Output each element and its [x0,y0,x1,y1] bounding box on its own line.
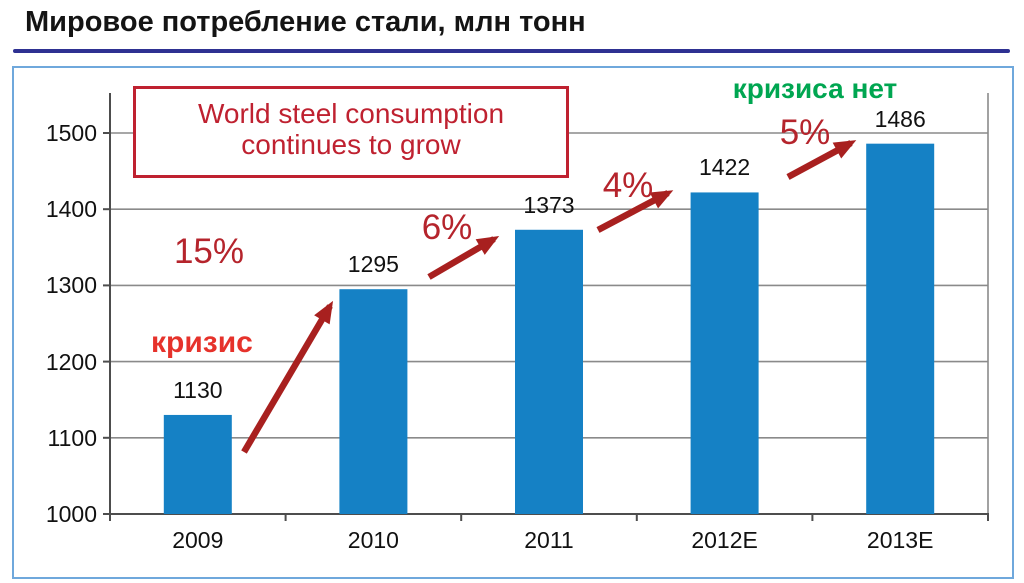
bar-value-label-1422: 1422 [699,154,751,181]
bar-2010 [339,289,408,514]
page-title: Мировое потребление стали, млн тонн [25,6,586,38]
x-axis-label-2010: 2010 [347,527,399,553]
growth-arrow-3 [596,190,674,233]
growth-label-2011-2012: 4% [602,166,654,205]
growth-label-2012-2013: 5% [779,113,831,152]
bar-2012E [690,192,759,514]
y-axis-label-1000: 1000 [45,501,97,527]
y-axis-label-1100: 1100 [47,424,97,451]
callout-line-2: continues to grow [241,129,461,160]
bar-value-label-1373: 1373 [523,191,575,218]
bar-value-label-1130: 1130 [173,376,223,403]
bar-2011 [515,229,583,515]
callout-box: World steel consumption continues to gro… [133,86,569,178]
bar-value-label-1295: 1295 [347,251,399,278]
y-axis-label-1500: 1500 [45,120,97,146]
crisis-label: кризис [151,326,253,359]
growth-arrow-4 [786,140,857,180]
growth-arrow-2 [427,235,500,280]
x-axis-label-2013E: 2013E [866,527,934,553]
x-axis-label-2009: 2009 [172,527,224,553]
bar-2013E [866,143,935,514]
y-axis-label-1400: 1400 [45,196,97,223]
growth-arrow-1 [241,300,334,454]
y-axis-label-1300: 1300 [45,272,97,299]
growth-label-2010-2011: 6% [421,208,473,247]
growth-label-2009-2010: 15% [173,232,245,271]
x-axis-label-2012E: 2012E [691,527,758,553]
no-crisis-label: кризиса нет [732,73,898,104]
x-axis-label-2011: 2011 [524,527,574,553]
bar-2009 [163,414,232,514]
callout-line-1: World steel consumption [197,98,505,129]
y-axis-label-1200: 1200 [45,348,97,375]
bar-value-label-1486: 1486 [874,105,926,132]
title-underline [13,49,1010,53]
